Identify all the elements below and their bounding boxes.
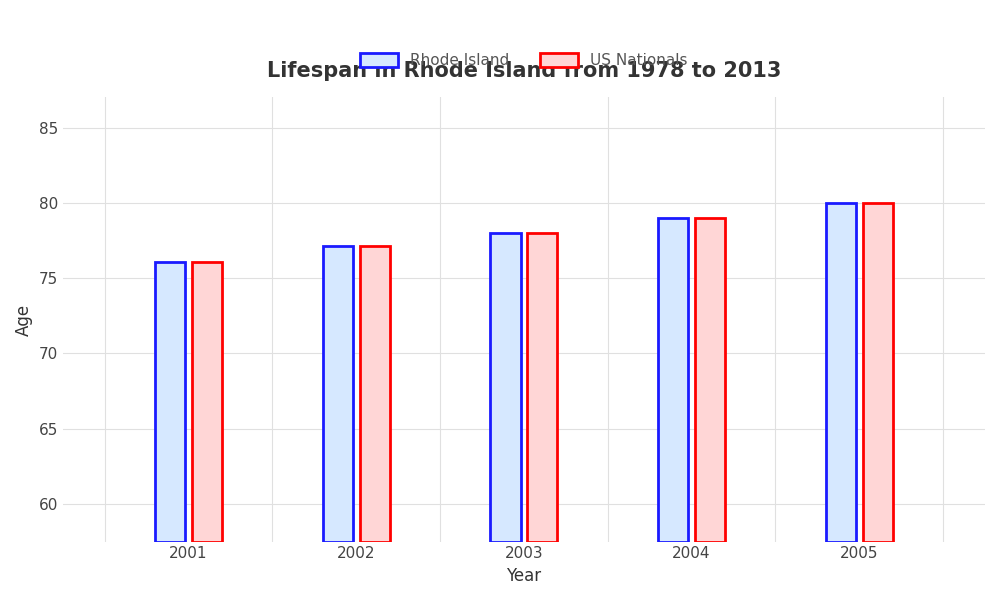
- Bar: [490, 233, 521, 542]
- X-axis label: Year: Year: [506, 567, 541, 585]
- Bar: [658, 218, 688, 542]
- Legend: Rhode Island, US Nationals: Rhode Island, US Nationals: [354, 47, 694, 74]
- Y-axis label: Age: Age: [15, 304, 33, 335]
- Title: Lifespan in Rhode Island from 1978 to 2013: Lifespan in Rhode Island from 1978 to 20…: [267, 61, 781, 80]
- Bar: [360, 247, 390, 542]
- Bar: [323, 247, 353, 542]
- Bar: [863, 203, 893, 542]
- Bar: [155, 262, 185, 542]
- Bar: [192, 262, 222, 542]
- Bar: [695, 218, 725, 542]
- Bar: [826, 203, 856, 542]
- Bar: [527, 233, 557, 542]
